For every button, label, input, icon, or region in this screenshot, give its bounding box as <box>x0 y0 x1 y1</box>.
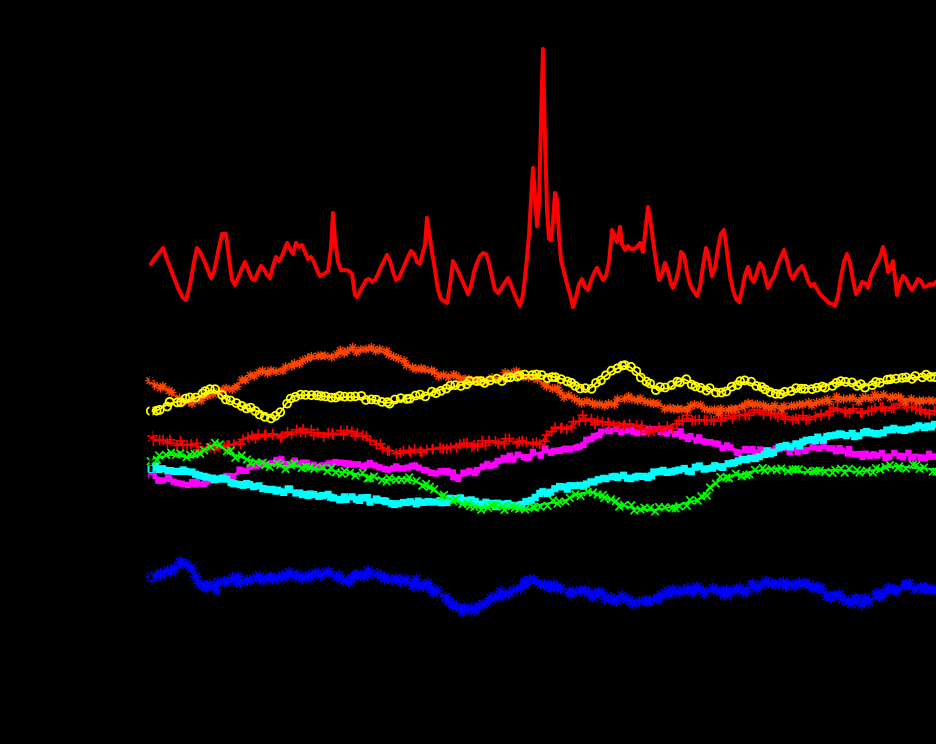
series-markers-magenta-square <box>148 425 936 489</box>
series-line-yellow-circle <box>150 365 936 419</box>
series-markers-cyan-square <box>147 420 936 511</box>
series-yellow-circle <box>145 360 936 424</box>
series-red-main-line <box>149 47 936 309</box>
series-magenta-square <box>148 425 936 489</box>
series-line-red-main-line <box>149 47 936 309</box>
series-markers-yellow-circle <box>145 360 936 424</box>
series-cyan-square <box>147 420 936 511</box>
series-orange-asterisk <box>145 342 936 419</box>
